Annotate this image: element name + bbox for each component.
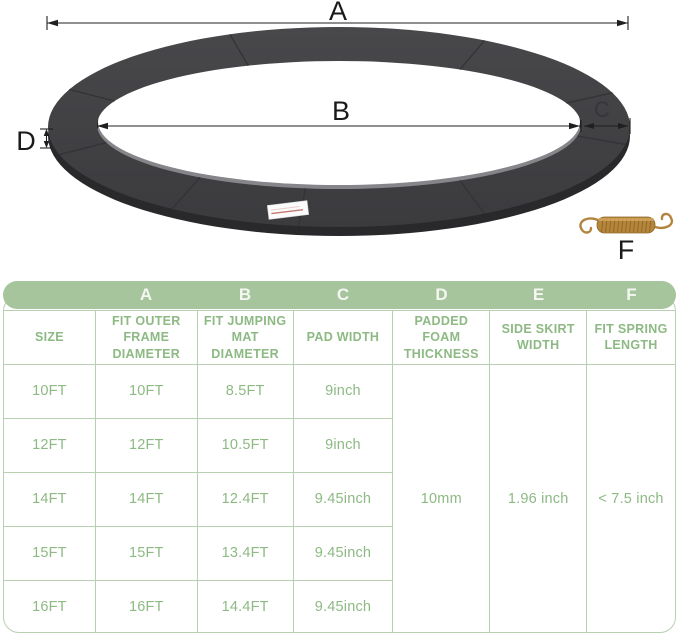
dimension-label-a: A xyxy=(329,0,347,26)
cell-foam-thickness-merged: 10mm xyxy=(392,363,491,632)
table-letter-header: A B C D E F xyxy=(3,281,676,309)
column-header-outer-frame: FIT OUTER FRAME DIAMETER xyxy=(94,310,198,365)
pad-hole xyxy=(98,59,580,185)
table-frame: SIZE FIT OUTER FRAME DIAMETER FIT JUMPIN… xyxy=(3,295,676,633)
column-header-skirt-width: SIDE SKIRT WIDTH xyxy=(489,310,588,365)
cell-pad-width: 9inch xyxy=(292,417,394,473)
cell-size: 16FT xyxy=(4,579,96,632)
arrowhead-b-right xyxy=(569,122,580,130)
column-header-spring-length: FIT SPRING LENGTH xyxy=(586,310,675,365)
trampoline-pad-dimension-diagram: A B C D F xyxy=(16,0,674,265)
spring-icon xyxy=(579,212,674,234)
arrowhead-b-left xyxy=(97,122,108,130)
dimension-label-d: D xyxy=(16,126,36,156)
arrowhead-c-left xyxy=(584,123,594,129)
spec-sheet: A B C D E F SIZE FIT OUTER FRAME DIAMETE… xyxy=(3,281,676,633)
cell-mat-diameter: 8.5FT xyxy=(196,363,294,419)
cell-frame-diameter: 14FT xyxy=(94,471,198,527)
dimension-label-b: B xyxy=(332,96,350,126)
cell-size: 15FT xyxy=(4,525,96,581)
cell-frame-diameter: 16FT xyxy=(94,579,198,632)
column-letter-d: D xyxy=(435,285,448,304)
cell-skirt-width-merged: 1.96 inch xyxy=(489,363,588,632)
column-letter-f: F xyxy=(626,285,637,304)
column-header-size: SIZE xyxy=(4,310,96,365)
column-header-pad-width: PAD WIDTH xyxy=(292,310,394,365)
column-header-mat-diameter: FIT JUMPING MAT DIAMETER xyxy=(196,310,294,365)
column-header-row: SIZE FIT OUTER FRAME DIAMETER FIT JUMPIN… xyxy=(4,310,675,365)
cell-size: 12FT xyxy=(4,417,96,473)
arrowhead-c-right xyxy=(618,123,628,129)
cell-mat-diameter: 12.4FT xyxy=(196,471,294,527)
column-header-foam-thickness: PADDED FOAM THICKNESS xyxy=(392,310,491,365)
cell-mat-diameter: 13.4FT xyxy=(196,525,294,581)
column-letter-b: B xyxy=(238,285,252,304)
arrowhead-d-up xyxy=(43,129,50,136)
cell-pad-width: 9.45inch xyxy=(292,525,394,581)
arrowhead-d-down xyxy=(43,141,50,148)
trampoline-pad-ring xyxy=(48,27,630,236)
table-row-10ft: 10FT 10FT 8.5FT 9inch 10mm 1.96 inch < 7… xyxy=(4,363,675,632)
column-letter-e: E xyxy=(532,285,545,304)
cell-pad-width: 9inch xyxy=(292,363,394,419)
cell-frame-diameter: 12FT xyxy=(94,417,198,473)
table-row-15ft: 15FT 15FT 13.4FT 9.45inch xyxy=(4,525,675,581)
column-letter-a: A xyxy=(139,285,153,304)
cell-mat-diameter: 14.4FT xyxy=(196,579,294,632)
cell-size: 10FT xyxy=(4,363,96,419)
label-tag-icon xyxy=(266,200,310,220)
cell-pad-width: 9.45inch xyxy=(292,471,394,527)
cell-mat-diameter: 10.5FT xyxy=(196,417,294,473)
column-letter-c: C xyxy=(336,285,350,304)
pad-top-face xyxy=(48,27,630,227)
arrowhead-a-left xyxy=(47,19,58,27)
cell-frame-diameter: 15FT xyxy=(94,525,198,581)
spec-table: SIZE FIT OUTER FRAME DIAMETER FIT JUMPIN… xyxy=(4,310,675,632)
dimension-label-c: C xyxy=(594,97,610,122)
cell-frame-diameter: 10FT xyxy=(94,363,198,419)
dimension-line-b xyxy=(97,120,582,132)
cell-pad-width: 9.45inch xyxy=(292,579,394,632)
cell-spring-length-merged: < 7.5 inch xyxy=(586,363,675,632)
dimension-label-f: F xyxy=(618,235,635,265)
arrowhead-a-right xyxy=(617,19,628,27)
table-row-16ft: 16FT 16FT 14.4FT 9.45inch xyxy=(4,579,675,632)
cell-size: 14FT xyxy=(4,471,96,527)
